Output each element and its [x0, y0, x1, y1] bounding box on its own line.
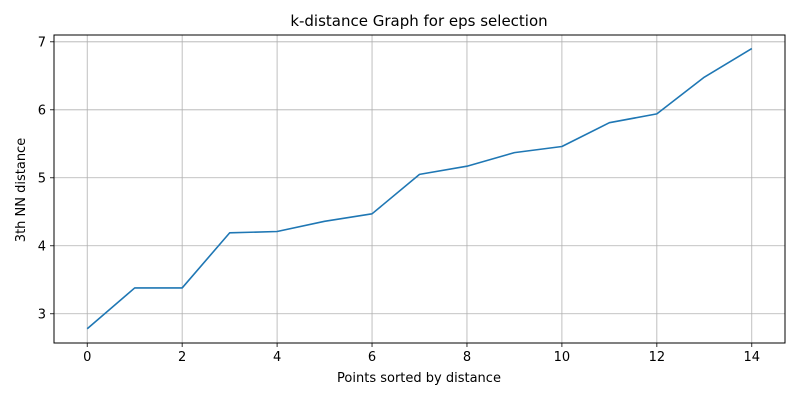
- x-tick-label: 6: [368, 350, 376, 365]
- y-tick-label: 6: [38, 103, 46, 118]
- x-tick-label: 8: [463, 350, 471, 365]
- y-tick-label: 4: [38, 239, 46, 254]
- x-axis-ticks: 0 2 4 6 8 10 12 14: [83, 343, 760, 365]
- x-tick-label: 12: [649, 350, 666, 365]
- x-tick-label: 0: [83, 350, 91, 365]
- x-tick-label: 2: [178, 350, 186, 365]
- y-tick-label: 5: [38, 171, 46, 186]
- x-tick-label: 10: [554, 350, 571, 365]
- grid-lines: [54, 35, 785, 343]
- y-tick-label: 7: [38, 35, 46, 50]
- y-tick-label: 3: [38, 307, 46, 322]
- y-axis-ticks: 3 4 5 6 7: [38, 35, 54, 322]
- plot-frame: [53, 34, 786, 344]
- x-tick-label: 4: [273, 350, 281, 365]
- x-tick-label: 14: [743, 350, 760, 365]
- series-group: [86, 47, 753, 330]
- chart-title: k-distance Graph for eps selection: [290, 12, 547, 30]
- y-axis-label: 3th NN distance: [14, 138, 29, 242]
- x-axis-label: Points sorted by distance: [337, 371, 501, 386]
